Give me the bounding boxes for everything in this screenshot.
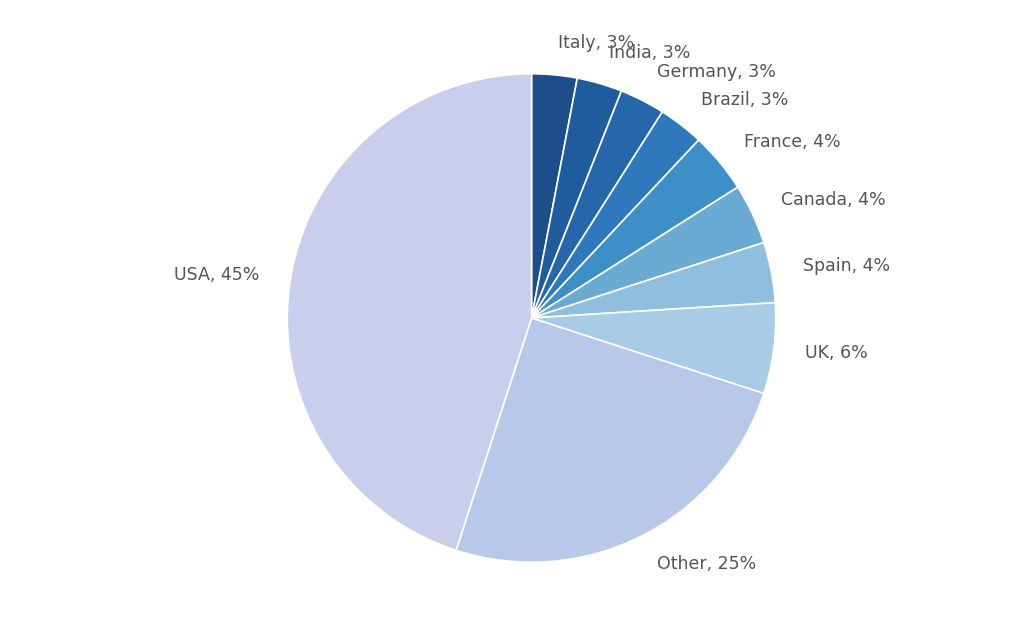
Text: Canada, 4%: Canada, 4% [781, 191, 886, 209]
Wedge shape [531, 140, 737, 318]
Wedge shape [531, 91, 663, 318]
Wedge shape [531, 74, 578, 318]
Text: Other, 25%: Other, 25% [656, 555, 756, 573]
Text: India, 3%: India, 3% [608, 44, 690, 62]
Text: Germany, 3%: Germany, 3% [656, 63, 776, 81]
Wedge shape [288, 74, 531, 550]
Wedge shape [531, 112, 698, 318]
Wedge shape [531, 303, 776, 394]
Text: France, 4%: France, 4% [744, 133, 841, 151]
Wedge shape [531, 187, 764, 318]
Text: UK, 6%: UK, 6% [805, 343, 868, 362]
Wedge shape [531, 78, 622, 318]
Wedge shape [456, 318, 764, 562]
Text: Italy, 3%: Italy, 3% [557, 34, 634, 52]
Text: USA, 45%: USA, 45% [174, 266, 259, 284]
Text: Brazil, 3%: Brazil, 3% [700, 91, 788, 109]
Text: Spain, 4%: Spain, 4% [803, 258, 890, 275]
Wedge shape [531, 242, 775, 318]
